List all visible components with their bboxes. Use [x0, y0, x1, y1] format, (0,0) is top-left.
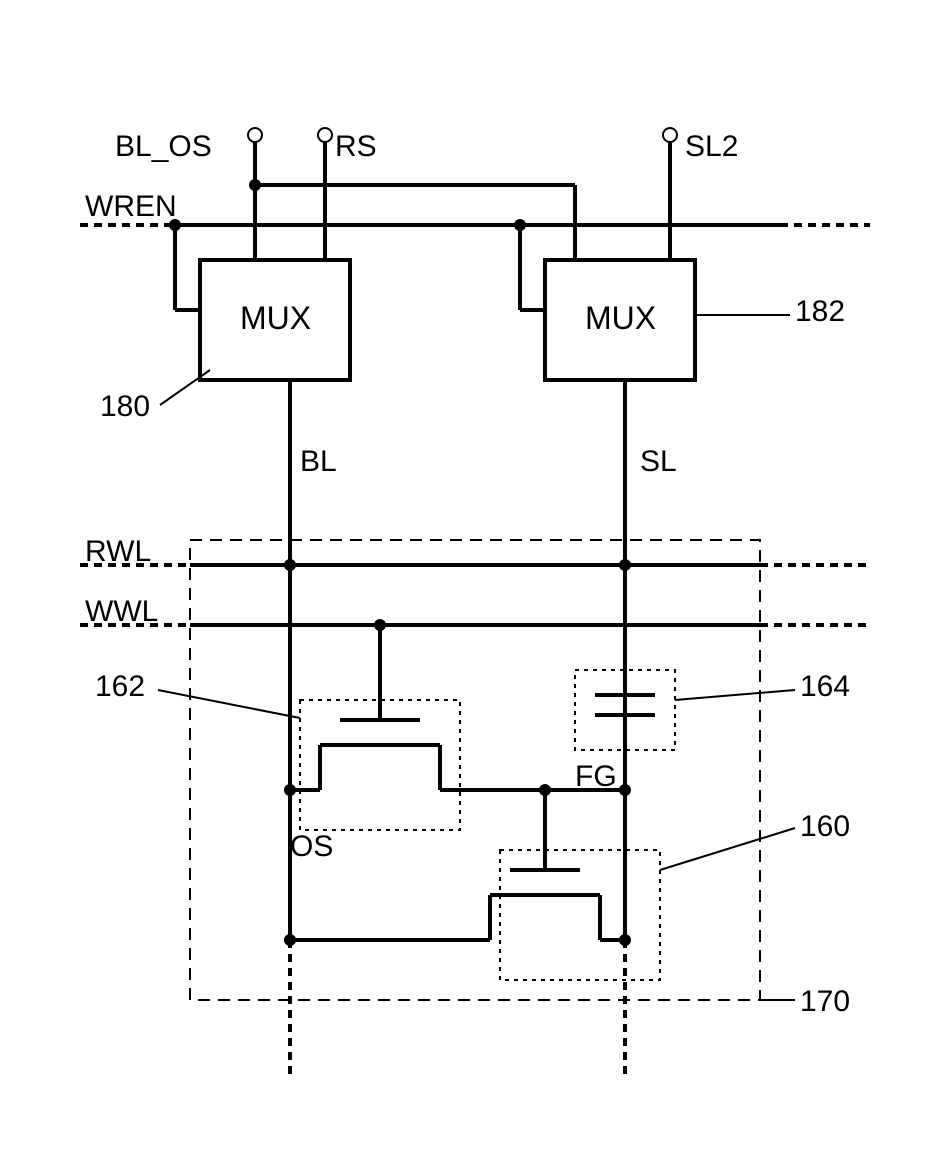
label-wren: WREN: [85, 190, 177, 224]
schematic-canvas: BL_OS RS SL2 WREN BL SL RWL WWL OS FG MU…: [0, 0, 946, 1159]
label-wwl: WWL: [85, 595, 158, 629]
ref-182: 182: [795, 295, 845, 329]
label-rwl: RWL: [85, 535, 151, 569]
ref-160: 160: [800, 810, 850, 844]
label-fg: FG: [575, 760, 617, 794]
label-mux-2: MUX: [585, 300, 656, 337]
label-mux-1: MUX: [240, 300, 311, 337]
label-bl-os: BL_OS: [115, 130, 212, 164]
label-sl2: SL2: [685, 130, 738, 164]
ref-180: 180: [100, 390, 150, 424]
ref-164: 164: [800, 670, 850, 704]
label-rs: RS: [335, 130, 377, 164]
ref-162: 162: [95, 670, 145, 704]
label-os: OS: [290, 830, 333, 864]
label-sl: SL: [640, 445, 677, 479]
ref-170: 170: [800, 985, 850, 1019]
label-bl: BL: [300, 445, 337, 479]
